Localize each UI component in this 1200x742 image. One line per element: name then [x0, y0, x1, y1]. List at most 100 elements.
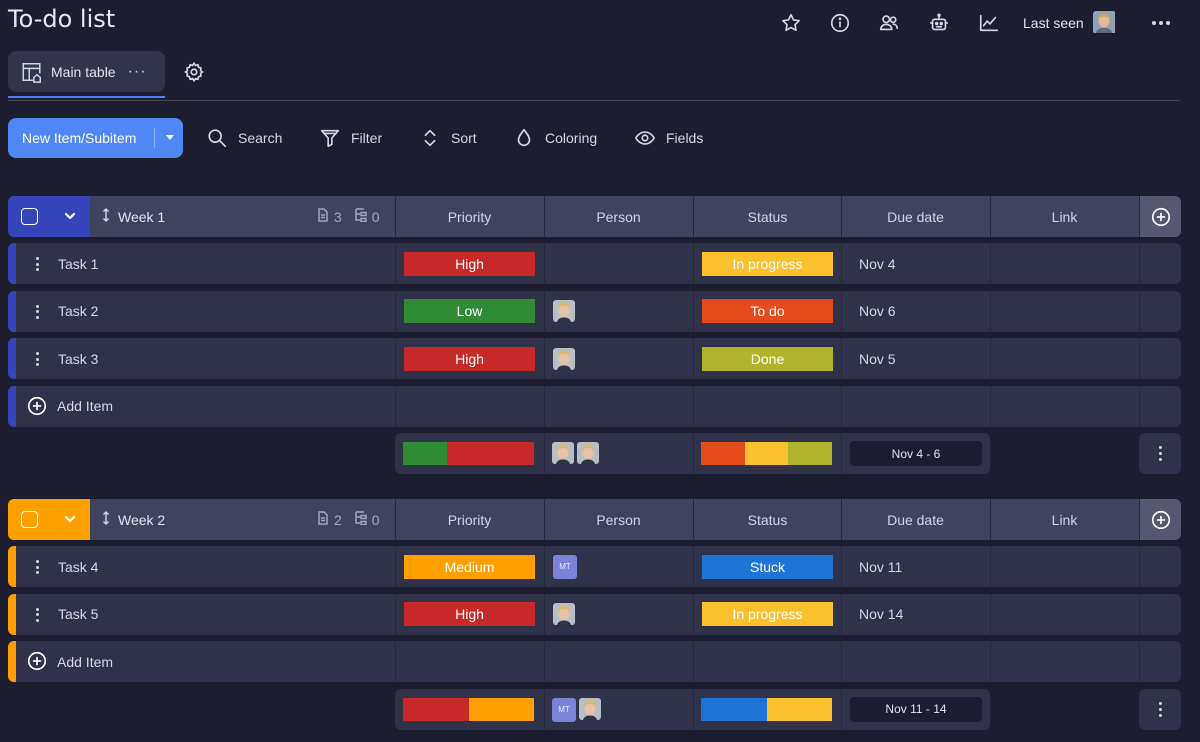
column-header-status[interactable]: Status	[747, 208, 788, 225]
info-icon[interactable]	[827, 10, 853, 36]
priority-cell[interactable]: High	[395, 594, 544, 635]
task-name[interactable]: Task 3	[58, 350, 99, 367]
table-row[interactable]: Task 3 High Done Nov 5	[8, 338, 1181, 380]
column-header-priority[interactable]: Priority	[447, 511, 492, 528]
active-tab-indicator	[8, 96, 165, 98]
fields-button[interactable]: Fields	[634, 126, 703, 150]
coloring-button[interactable]: Coloring	[513, 126, 597, 150]
summary-options-button[interactable]	[1139, 433, 1181, 474]
status-cell[interactable]: In progress	[693, 243, 842, 284]
status-cell[interactable]: Stuck	[693, 546, 842, 587]
tab-main-table[interactable]: Main table ···	[8, 51, 165, 92]
person-cell[interactable]	[544, 291, 693, 332]
new-item-button[interactable]: New Item/Subitem	[8, 118, 183, 158]
person-cell[interactable]	[544, 243, 693, 284]
column-header-person[interactable]: Person	[596, 511, 641, 528]
status-cell[interactable]: Done	[693, 338, 842, 379]
drag-handle-icon[interactable]	[102, 208, 110, 225]
add-column-button[interactable]	[1140, 499, 1181, 540]
row-menu-icon[interactable]	[32, 558, 42, 576]
group-header: Week 1 3 0 Priority Person Status Due date Link	[8, 196, 1181, 237]
row-menu-icon[interactable]	[32, 350, 42, 368]
column-divider	[990, 641, 991, 683]
group-color-bar	[8, 385, 16, 427]
person-cell[interactable]	[544, 338, 693, 379]
summary-options-button[interactable]	[1139, 688, 1181, 730]
due-date[interactable]: Nov 14	[859, 606, 904, 623]
new-item-dropdown-caret-icon[interactable]	[166, 135, 174, 140]
row-menu-icon[interactable]	[32, 303, 42, 321]
drag-handle-icon[interactable]	[102, 511, 110, 528]
automation-robot-icon[interactable]	[926, 10, 952, 36]
add-item-row[interactable]: Add Item	[8, 385, 1181, 427]
table-row[interactable]: Task 5 High In progress Nov 14	[8, 593, 1181, 635]
add-item-plus-icon[interactable]	[26, 395, 48, 417]
column-header-due-date[interactable]: Due date	[887, 208, 944, 225]
status-cell[interactable]: In progress	[693, 594, 842, 635]
group-title[interactable]: Week 1	[102, 196, 165, 237]
priority-cell[interactable]: Medium	[395, 546, 544, 587]
add-column-button[interactable]	[1140, 196, 1181, 237]
tab-options-icon[interactable]: ···	[127, 62, 147, 80]
column-header-status[interactable]: Status	[747, 511, 788, 528]
column-header-due-date[interactable]: Due date	[887, 511, 944, 528]
column-divider	[693, 290, 694, 332]
due-date[interactable]: Nov 5	[859, 350, 896, 367]
last-seen-button[interactable]: Last seen	[1023, 11, 1116, 34]
column-divider	[990, 385, 991, 427]
status-cell[interactable]: To do	[693, 291, 842, 332]
group-title-label: Week 1	[118, 208, 166, 225]
group-title[interactable]: Week 2	[102, 499, 165, 540]
fields-label: Fields	[666, 130, 704, 146]
search-button[interactable]: Search	[206, 126, 282, 150]
due-date[interactable]: Nov 4	[859, 255, 896, 272]
priority-cell[interactable]: High	[395, 338, 544, 379]
activity-chart-icon[interactable]	[976, 10, 1002, 36]
search-label: Search	[238, 130, 283, 146]
add-item-label[interactable]: Add Item	[57, 653, 114, 670]
due-date[interactable]: Nov 11	[859, 558, 903, 575]
favorite-star-icon[interactable]	[778, 10, 804, 36]
summary-segment-to-do	[701, 442, 745, 465]
table-row[interactable]: Task 2 Low To do Nov 6	[8, 290, 1181, 332]
column-header-link[interactable]: Link	[1051, 208, 1078, 225]
more-options-button[interactable]	[1148, 10, 1174, 36]
add-item-plus-icon[interactable]	[26, 650, 48, 672]
due-date[interactable]: Nov 6	[859, 303, 896, 320]
column-header-person[interactable]: Person	[596, 208, 641, 225]
table-row[interactable]: Task 4 Medium MT Stuck Nov 11	[8, 546, 1181, 588]
column-header-priority[interactable]: Priority	[447, 208, 492, 225]
settings-gear-icon[interactable]	[181, 59, 207, 85]
collapse-chevron-icon[interactable]	[62, 511, 78, 527]
table-row[interactable]: Task 1 High In progress Nov 4	[8, 243, 1181, 285]
group-select-checkbox[interactable]	[21, 511, 38, 528]
column-divider	[1139, 593, 1140, 635]
task-name[interactable]: Task 2	[58, 303, 99, 320]
column-header-link[interactable]: Link	[1051, 511, 1078, 528]
add-item-label[interactable]: Add Item	[57, 398, 114, 415]
sort-button[interactable]: Sort	[419, 126, 477, 150]
priority-cell[interactable]: High	[395, 243, 544, 284]
column-divider	[1139, 338, 1140, 380]
task-name[interactable]: Task 1	[58, 255, 99, 272]
task-name[interactable]: Task 4	[58, 558, 99, 575]
row-menu-icon[interactable]	[32, 606, 42, 624]
status-summary-bar	[701, 442, 832, 465]
column-divider	[544, 338, 545, 380]
search-icon	[208, 129, 227, 148]
members-icon[interactable]	[876, 10, 902, 36]
column-divider	[1139, 499, 1140, 540]
priority-cell[interactable]: Low	[395, 291, 544, 332]
filter-button[interactable]: Filter	[319, 126, 382, 150]
add-item-row[interactable]: Add Item	[8, 641, 1181, 683]
group-title-label: Week 2	[118, 511, 166, 528]
collapse-chevron-icon[interactable]	[62, 208, 78, 224]
row-menu-icon[interactable]	[32, 255, 42, 273]
group-select-checkbox[interactable]	[21, 208, 38, 225]
person-cell[interactable]: MT	[544, 546, 693, 587]
task-name[interactable]: Task 5	[58, 606, 99, 623]
status-label: In progress	[702, 251, 833, 276]
person-cell[interactable]	[544, 594, 693, 635]
